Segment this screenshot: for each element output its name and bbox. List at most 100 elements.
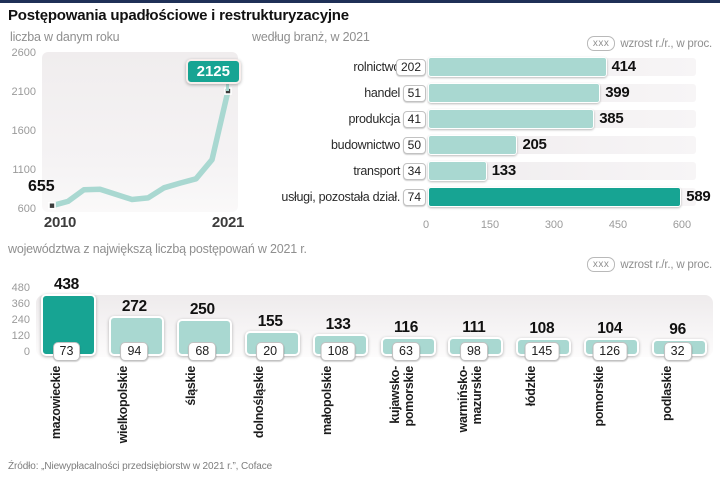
line-ytick: 2600 xyxy=(11,47,36,59)
line-end-value: 2125 xyxy=(196,63,230,80)
source-note: Źródło: „Niewypłacalności przedsiębiorst… xyxy=(8,461,273,472)
industry-label: rolnictwo xyxy=(353,60,400,74)
industry-chart: według branż, w 2021 xxx wzrost r./r., w… xyxy=(252,27,714,233)
growth-badge: 126 xyxy=(592,342,628,361)
line-end-value-badge: 2125 xyxy=(185,59,241,84)
industry-label: usługi, pozostała dział. xyxy=(281,190,400,204)
voivodeship-ytick: 0 xyxy=(23,346,30,358)
voivodeship-category: śląskie xyxy=(184,366,199,406)
bar-track xyxy=(428,162,696,180)
industry-row: transport 34 133 xyxy=(252,161,714,181)
legend-sample-badge: xxx xyxy=(586,257,616,272)
line-ytick: 1600 xyxy=(11,125,36,137)
industry-label: budownictwo xyxy=(331,138,400,152)
growth-badge: 41 xyxy=(402,110,426,128)
industry-label: handel xyxy=(364,86,400,100)
industry-xtick: 300 xyxy=(544,219,564,231)
industry-row: usługi, pozostała dział. 74 589 xyxy=(252,187,714,207)
voivodeship-category: małopolskie xyxy=(320,366,335,435)
industry-bar xyxy=(428,109,595,129)
growth-badge-wrap: 41 xyxy=(400,110,426,128)
voivodeship-chart-title: województwa z największą liczbą postępow… xyxy=(8,242,307,256)
industry-bar xyxy=(428,83,601,103)
bar-area: 399 xyxy=(428,83,714,103)
voivodeship-value: 272 xyxy=(121,297,147,315)
growth-badge-wrap: 74 xyxy=(400,188,426,206)
legend-label: wzrost r./r., w proc. xyxy=(620,258,712,271)
voivodeship-category: kujawsko-pomorskie xyxy=(388,366,416,427)
voivodeship-value: 250 xyxy=(189,300,215,318)
badge-stem xyxy=(226,81,229,91)
line-start-value: 655 xyxy=(28,178,55,195)
industry-row: produkcja 41 385 xyxy=(252,109,714,129)
industry-row: budownictwo 50 205 xyxy=(252,135,714,155)
line-xtick-first: 2010 xyxy=(43,214,77,231)
voivodeship-ytick: 480 xyxy=(11,282,30,294)
voivodeship-ytick: 360 xyxy=(11,298,30,310)
growth-badge: 202 xyxy=(395,58,426,76)
industry-xtick: 450 xyxy=(608,219,628,231)
growth-badge: 20 xyxy=(256,342,285,361)
voivodeship-category: podlaskie xyxy=(659,366,674,421)
voivodeship-category: mazowieckie xyxy=(48,366,63,440)
voivodeship-chart: województwa z największą liczbą postępow… xyxy=(0,240,720,486)
bar-area: 205 xyxy=(428,135,714,155)
growth-badge-wrap: 50 xyxy=(400,136,426,154)
growth-badge: 98 xyxy=(459,342,488,361)
bar-area: 133 xyxy=(428,161,714,181)
voivodeship-value: 104 xyxy=(597,320,623,338)
voivodeship-category: warmińsko-mazurskie xyxy=(455,366,484,433)
voivodeship-category: wielkopolskie xyxy=(116,366,131,444)
industry-bar xyxy=(428,161,487,181)
voivodeship-legend: xxx wzrost r./r., w proc. xyxy=(586,257,712,272)
legend-sample-badge: xxx xyxy=(586,36,616,51)
growth-badge: 51 xyxy=(402,84,426,102)
voivodeship-category: pomorskie xyxy=(591,366,606,427)
growth-badge: 108 xyxy=(320,342,356,361)
industry-xtick: 600 xyxy=(672,219,692,231)
bar-area: 414 xyxy=(428,57,714,77)
voivodeship-value: 438 xyxy=(54,275,79,293)
bar-area: 589 xyxy=(428,187,714,207)
growth-badge-wrap: 34 xyxy=(400,162,426,180)
line-ytick: 600 xyxy=(17,203,36,215)
line-ytick: 1100 xyxy=(12,164,36,176)
line-chart: liczba w danym roku 2600 2100 1600 1100 600 … xyxy=(8,27,245,235)
industry-label: transport xyxy=(353,164,400,178)
industry-chart-title: według branż, w 2021 xyxy=(252,30,370,44)
industry-label: produkcja xyxy=(348,112,401,126)
growth-badge: 94 xyxy=(120,342,149,361)
industry-value: 414 xyxy=(611,58,636,75)
growth-badge: 68 xyxy=(188,342,217,361)
growth-badge: 145 xyxy=(524,342,560,361)
line-chart-plot xyxy=(42,52,238,212)
voivodeship-category: dolnośląskie xyxy=(252,366,267,439)
growth-badge: 74 xyxy=(402,188,426,206)
top-rule xyxy=(0,0,720,3)
voivodeship-value: 133 xyxy=(325,316,351,334)
growth-badge: 73 xyxy=(52,342,81,361)
industry-xtick: 150 xyxy=(480,219,500,231)
industry-value: 205 xyxy=(522,136,547,153)
growth-badge: 63 xyxy=(392,342,420,361)
industry-value: 589 xyxy=(686,188,711,205)
voivodeship-value: 155 xyxy=(257,313,283,331)
industry-bar xyxy=(428,135,518,155)
voivodeship-value: 116 xyxy=(393,318,419,336)
growth-badge-wrap: 51 xyxy=(400,84,426,102)
voivodeship-category: łódzkie xyxy=(523,366,538,407)
line-xtick-last: 2021 xyxy=(211,214,245,231)
industry-row: rolnictwo 202 414 xyxy=(252,57,714,77)
industry-value: 385 xyxy=(599,110,624,127)
growth-badge: 50 xyxy=(402,136,426,154)
industry-row: handel 51 399 xyxy=(252,83,714,103)
industry-bar xyxy=(428,57,607,77)
line-chart-title: liczba w danym roku xyxy=(10,30,120,44)
voivodeship-ytick: 120 xyxy=(11,330,30,342)
page-title: Postępowania upadłościowe i restrukturyz… xyxy=(8,7,349,24)
line-ytick: 2100 xyxy=(11,86,36,98)
line-series xyxy=(48,87,232,210)
industry-legend: xxx wzrost r./r., w proc. xyxy=(586,36,712,51)
voivodeship-value: 96 xyxy=(669,321,686,339)
bar-area: 385 xyxy=(428,109,714,129)
